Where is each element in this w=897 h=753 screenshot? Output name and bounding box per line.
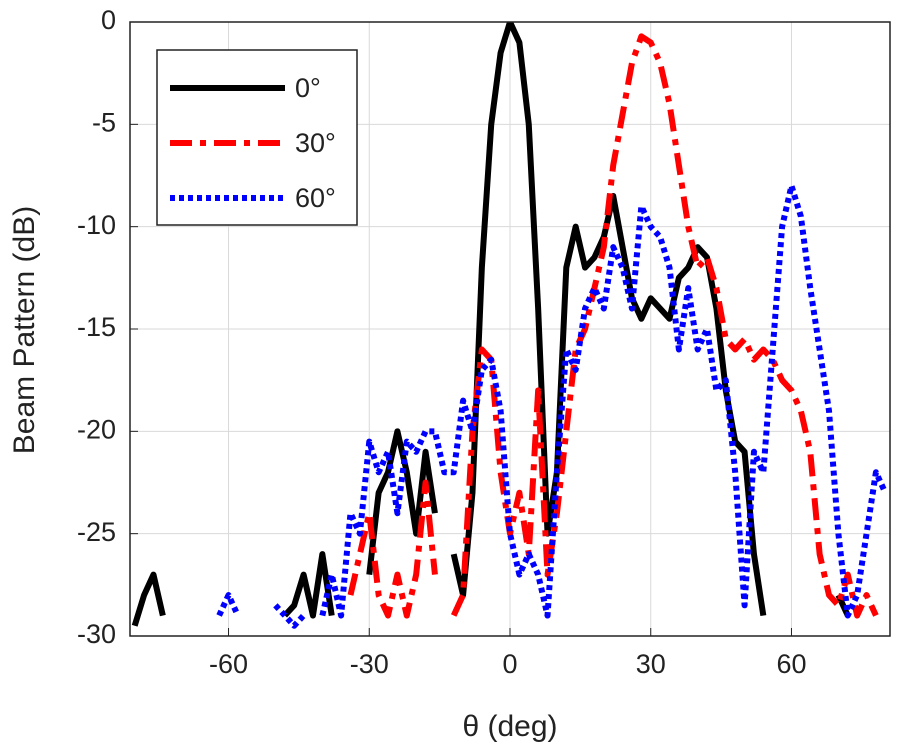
- y-tick-label: -15: [77, 312, 116, 342]
- series-line: [450, 33, 879, 619]
- series-line: [131, 571, 166, 627]
- legend-label: 0°: [295, 73, 321, 103]
- series-line: [282, 551, 335, 619]
- x-tick-label: 60: [776, 649, 806, 679]
- series-line: [216, 592, 241, 617]
- x-tick-label: -30: [350, 649, 389, 679]
- legend-label: 60°: [295, 183, 336, 213]
- x-axis-label: θ (deg): [462, 710, 557, 743]
- series-line: [347, 479, 438, 619]
- x-tick-label: 30: [636, 649, 666, 679]
- y-tick-label: 0: [101, 5, 116, 35]
- series-line: [366, 428, 438, 575]
- y-tick-label: -25: [77, 517, 116, 547]
- y-tick-label: -30: [77, 619, 116, 649]
- x-tick-label: 0: [502, 649, 517, 679]
- series-line: [273, 603, 306, 629]
- legend-label: 30°: [295, 128, 336, 158]
- series-line: [450, 22, 767, 616]
- y-axis-label: Beam Pattern (dB): [8, 206, 41, 454]
- plot-frame: [129, 21, 891, 637]
- series-line: [319, 182, 889, 619]
- y-tick-label: -20: [77, 414, 116, 444]
- y-tick-label: -10: [77, 210, 116, 240]
- y-tick-label: -5: [92, 107, 116, 137]
- x-tick-label: -60: [209, 649, 248, 679]
